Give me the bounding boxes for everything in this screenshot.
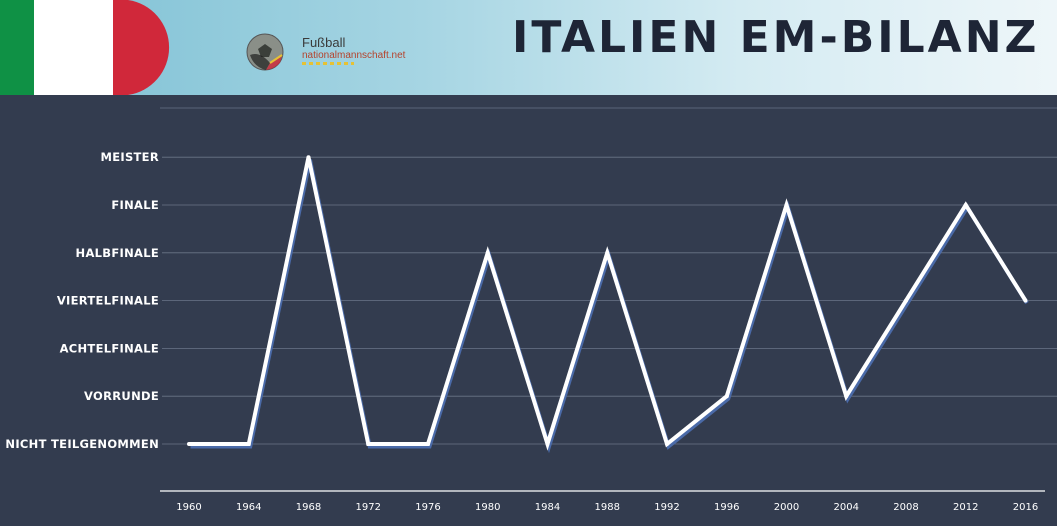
x-tick-label: 1984 [535,502,560,513]
page-title: ITALIEN EM-BILANZ [512,12,1040,63]
football-icon [246,33,284,71]
data-point [545,442,550,446]
data-point [724,394,729,399]
y-tick-label: FINALE [111,198,159,212]
grid-lines [160,107,1057,445]
logo-decor-dots [302,62,354,65]
flag-white-stripe [34,0,113,95]
data-point [904,298,908,303]
x-tick-label: 1968 [296,502,321,513]
y-axis-labels: NICHT TEILGENOMMEN VORRUNDE ACHTELFINALE VI… [5,150,159,451]
data-point [963,203,968,207]
x-tick-label: 1988 [595,502,620,513]
x-tick-label: 2012 [953,502,978,513]
results-line-chart: NICHT TEILGENOMMEN VORRUNDE ACHTELFINALE VI… [5,107,1057,513]
y-tick-label: MEISTER [100,150,159,164]
logo-text-main: Fußball [302,35,346,50]
italy-flag-icon [0,0,170,95]
series-line [187,155,1029,454]
header-banner: Fußball nationalmannschaft.net ITALIEN E… [0,0,1057,95]
flag-red-stripe [113,0,170,95]
data-point [844,394,849,399]
data-point [1023,298,1028,303]
data-point [426,442,430,446]
logo-text-domain: nationalmannschaft.net [302,50,406,61]
data-point [246,442,251,446]
flag-green-stripe [0,0,34,95]
y-tick-label: HALBFINALE [76,246,159,260]
x-tick-label: 2004 [834,502,859,513]
x-tick-label: 1980 [475,502,500,513]
x-tick-label: 1964 [236,502,261,513]
x-tick-label: 1976 [415,502,440,513]
y-tick-label: NICHT TEILGENOMMEN [5,437,159,451]
x-tick-label: 1992 [654,502,679,513]
x-tick-label: 2008 [893,502,918,513]
x-tick-label: 1972 [356,502,381,513]
data-point [187,442,191,446]
x-tick-label: 1996 [714,502,739,513]
x-tick-label: 1960 [176,502,201,513]
x-tick-label: 2016 [1013,502,1038,513]
data-point [665,442,669,446]
y-tick-label: VORRUNDE [84,389,159,403]
y-tick-label: ACHTELFINALE [60,341,159,355]
x-axis-labels: 1960 1964 1968 1972 1976 1980 1984 1988 1992 1996… [176,502,1038,513]
data-point [485,250,490,255]
y-tick-label: VIERTELFINALE [57,294,159,308]
data-point [784,203,789,207]
x-tick-label: 2000 [774,502,799,513]
data-point [306,155,311,160]
drop-lines [188,157,1026,491]
data-point [366,442,371,446]
data-point [605,250,610,255]
